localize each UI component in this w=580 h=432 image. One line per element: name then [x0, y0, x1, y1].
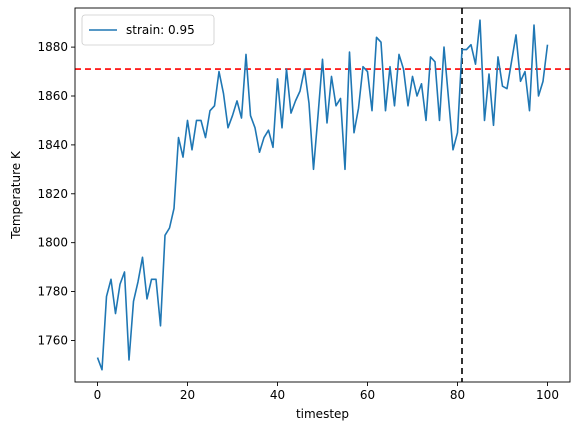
y-tick-label: 1860: [37, 89, 68, 103]
reference-lines: [75, 8, 570, 382]
y-axis: 1760 1780 1800 1820 1840 1860 1880: [37, 40, 75, 347]
x-tick-label: 100: [536, 388, 559, 402]
series-line: [96, 19, 549, 371]
y-tick-label: 1820: [37, 187, 68, 201]
y-axis-label: Temperature K: [9, 150, 23, 240]
x-tick-label: 80: [450, 388, 465, 402]
y-tick-label: 1780: [37, 285, 68, 299]
x-axis-label: timestep: [296, 407, 349, 421]
axes-frame: [74, 7, 571, 383]
y-tick-label: 1800: [37, 236, 68, 250]
x-tick-label: 40: [270, 388, 285, 402]
y-tick-label: 1880: [37, 40, 68, 54]
y-tick-label: 1840: [37, 138, 68, 152]
x-tick-label: 60: [360, 388, 375, 402]
legend-box: [81, 14, 215, 46]
legend: strain: 0.95: [81, 14, 215, 46]
x-tick-label: 0: [94, 388, 102, 402]
legend-label: strain: 0.95: [126, 23, 195, 37]
y-tick-label: 1760: [37, 333, 68, 347]
x-tick-label: 20: [180, 388, 195, 402]
x-axis: 0 20 40 60 80 100: [94, 382, 559, 402]
